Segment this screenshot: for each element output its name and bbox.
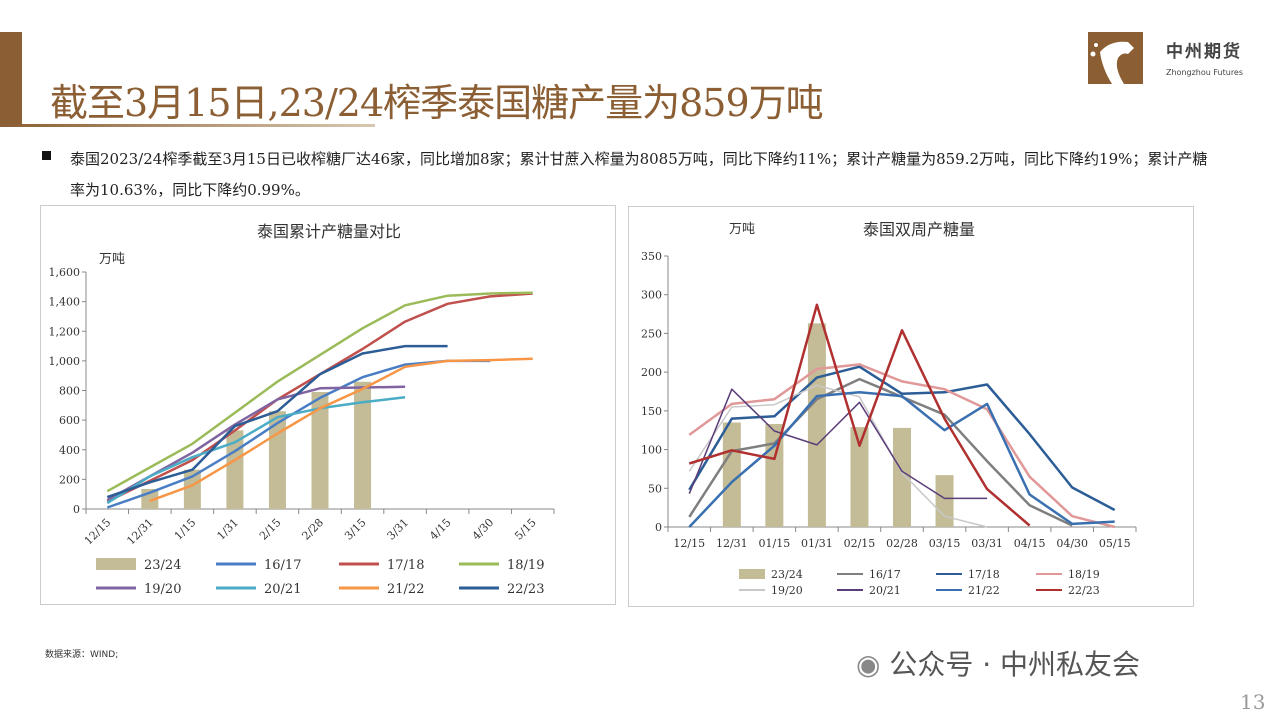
line-21-22	[149, 357, 533, 503]
y-tick-label: 250	[641, 327, 662, 340]
x-tick-label: 5/15	[512, 516, 539, 543]
y-tick-label: 0	[73, 503, 80, 516]
y-tick-label: 800	[59, 385, 80, 398]
x-tick-label: 12/31	[124, 516, 156, 548]
line-21-22	[688, 391, 1115, 528]
legend-label: 20/21	[869, 584, 901, 597]
x-tick-label: 3/31	[385, 516, 412, 543]
legend-swatch	[739, 569, 765, 579]
y-tick-label: 0	[655, 521, 662, 534]
y-tick-label: 50	[648, 482, 662, 495]
biweekly-sugar-chart: 泰国双周产糖量 万吨 0 50 100 150 200 250 300 350 12/15 12/31…	[641, 220, 1137, 597]
legend-label: 21/22	[387, 582, 424, 597]
x-tick-label: 2/28	[299, 516, 326, 543]
y-tick-label: 300	[641, 289, 662, 302]
cumulative-chart-panel: 泰国累计产糖量对比万吨 0 200 400 600 800 1,000 1,200 1,400 1…	[40, 205, 616, 605]
page-number: 13	[1240, 690, 1266, 714]
legend-label: 20/21	[264, 582, 301, 597]
line-18-19	[688, 363, 1116, 529]
y-tick-label: 1,400	[49, 296, 81, 309]
legend-swatch	[96, 558, 136, 570]
x-tick-label: 03/31	[971, 537, 1003, 550]
x-tick-label: 2/15	[257, 516, 284, 543]
bar-23-24	[226, 430, 244, 509]
legend-label: 23/24	[771, 568, 803, 581]
x-tick-label: 02/28	[886, 537, 918, 550]
legend-label: 18/19	[1068, 568, 1100, 581]
x-tick-label: 1/15	[172, 516, 199, 543]
legend-label: 17/18	[387, 558, 424, 573]
y-tick-label: 100	[641, 444, 662, 457]
legend-label: 22/23	[1068, 584, 1100, 597]
legend-label: 18/19	[507, 558, 544, 573]
x-tick-label: 12/15	[82, 516, 114, 548]
line-19-20	[688, 384, 988, 528]
x-tick-label: 05/15	[1099, 537, 1131, 550]
bar-23-24	[935, 475, 954, 527]
y-tick-label: 1,200	[49, 325, 81, 338]
data-source: 数据来源：WIND;	[45, 650, 119, 660]
x-tick-label: 02/15	[844, 537, 876, 550]
y-tick-label: 1,600	[49, 266, 81, 279]
bar-23-24	[807, 323, 826, 527]
y-axis-unit: 万吨	[99, 252, 125, 267]
line-20-21	[106, 395, 406, 505]
x-tick-label: 04/15	[1014, 537, 1046, 550]
watermark-text: 公众号 · 中州私友会	[889, 648, 1141, 681]
brand-name-en: Zhongzhou Futures	[1166, 68, 1244, 77]
y-tick-label: 200	[641, 366, 662, 379]
watermark: ◉ 公众号 · 中州私友会	[856, 648, 1140, 682]
x-tick-label: 01/15	[759, 537, 791, 550]
x-tick-label: 12/15	[673, 537, 705, 550]
bar-23-24	[354, 381, 372, 509]
legend-label: 16/17	[869, 568, 901, 581]
x-tick-label: 4/15	[427, 516, 454, 543]
bar-23-24	[311, 391, 329, 509]
wechat-icon: ◉	[856, 648, 890, 681]
legend-label: 19/20	[144, 582, 181, 597]
x-tick-label: 01/31	[801, 537, 833, 550]
x-tick-label: 4/30	[470, 516, 497, 543]
y-tick-label: 350	[641, 250, 662, 263]
bullet-icon	[42, 151, 51, 160]
line-22-23	[688, 303, 1031, 527]
bar-23-24	[893, 427, 911, 527]
legend-label: 19/20	[771, 584, 803, 597]
y-tick-label: 200	[59, 473, 80, 486]
legend-label: 21/22	[968, 584, 1000, 597]
zhongzhou-logo-icon	[1088, 32, 1143, 84]
x-tick-label: 3/15	[342, 516, 369, 543]
y-tick-label: 150	[641, 405, 662, 418]
title-accent-bar	[0, 32, 22, 124]
legend-label: 16/17	[264, 558, 301, 573]
bar-23-24	[722, 422, 741, 527]
bar-23-24	[850, 427, 869, 527]
brand-name: 中州期货	[1166, 42, 1242, 62]
x-tick-label: 03/15	[929, 537, 961, 550]
x-tick-label: 04/30	[1056, 537, 1088, 550]
summary-text: 泰国2023/24榨季截至3月15日已收榨糖厂达46家，同比增加8家；累计甘蔗入…	[70, 150, 1208, 199]
y-axis-unit: 万吨	[729, 222, 755, 237]
legend-label: 23/24	[144, 558, 181, 573]
y-tick-label: 1,000	[49, 355, 81, 368]
bar-23-24	[183, 469, 201, 509]
line-20-21	[688, 388, 988, 500]
legend-label: 17/18	[968, 568, 1000, 581]
y-tick-label: 400	[59, 444, 80, 457]
chart-title: 泰国累计产糖量对比	[257, 222, 401, 241]
line-16-17	[106, 359, 491, 509]
chart-title: 泰国双周产糖量	[863, 220, 975, 239]
biweekly-chart-panel: 泰国双周产糖量 万吨 0 50 100 150 200 250 300 350 12/15 12/31…	[628, 206, 1194, 607]
x-tick-label: 1/31	[214, 516, 241, 543]
legend-label: 22/23	[507, 582, 544, 597]
line-18-19	[106, 291, 533, 493]
x-tick-label: 12/31	[716, 537, 748, 550]
title-underline	[0, 124, 375, 127]
page-title: 截至3月15日,23/24榨季泰国糖产量为859万吨	[50, 81, 824, 125]
line-22-23	[106, 344, 448, 499]
y-tick-label: 600	[59, 414, 80, 427]
